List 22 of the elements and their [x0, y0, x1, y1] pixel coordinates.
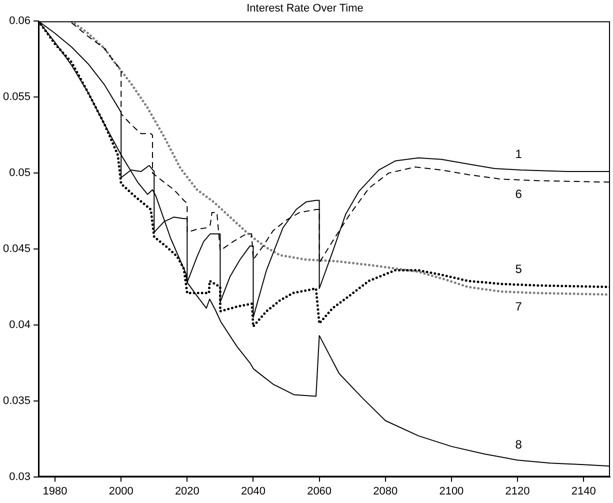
x-tick-label: 2020	[174, 485, 200, 498]
series-label: 1	[515, 147, 522, 162]
chart-title: Interest Rate Over Time	[246, 2, 364, 15]
x-tick-label: 2040	[241, 485, 266, 498]
x-tick-label: 2140	[571, 485, 596, 498]
y-tick-label: 0.06	[9, 15, 31, 28]
y-tick-label: 0.03	[9, 470, 31, 483]
x-tick-label: 2120	[505, 485, 530, 498]
x-tick-label: 2080	[373, 485, 398, 498]
y-tick-label: 0.035	[2, 394, 31, 407]
y-tick-label: 0.05	[9, 167, 31, 180]
series-label: 8	[515, 438, 522, 452]
series-label: 5	[515, 262, 522, 276]
y-tick-label: 0.045	[2, 243, 31, 256]
x-tick-label: 2000	[108, 485, 134, 498]
x-tick-label: 2100	[439, 485, 464, 498]
series-label: 6	[515, 187, 522, 202]
y-tick-label: 0.055	[2, 91, 31, 104]
x-tick-label: 2060	[307, 485, 332, 498]
y-tick-label: 0.04	[9, 318, 31, 331]
x-tick-label: 1980	[42, 485, 68, 498]
series-label: 7	[515, 300, 522, 314]
